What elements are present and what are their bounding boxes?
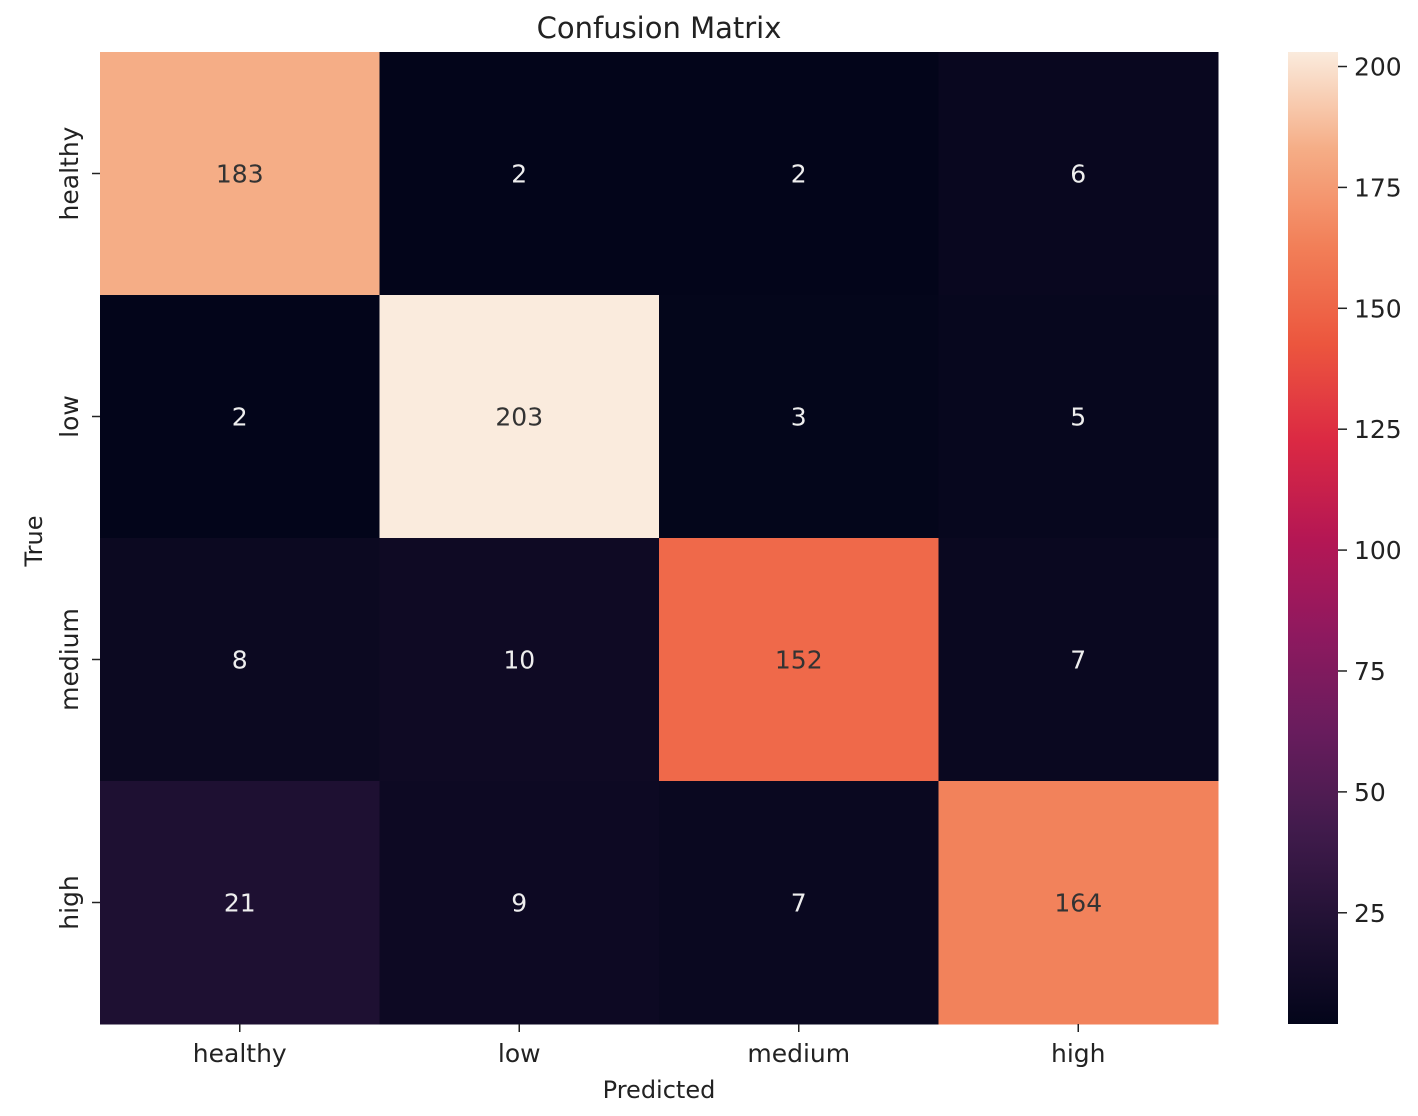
- colorbar: 25 50 75 100 125 150 175 200: [1288, 52, 1402, 1024]
- heatmap-cell: [100, 295, 380, 539]
- y-axis-label: True: [20, 516, 48, 568]
- x-axis: healthy low medium high: [193, 1024, 1106, 1068]
- heatmap-grid: 183 2 2 6 2 203 3 5 8 10 152 7 21 9 7 164: [100, 52, 1219, 1025]
- cell-value-label: 7: [1070, 646, 1086, 675]
- cell-value-label: 2: [232, 403, 248, 432]
- y-tick-label: low: [55, 395, 84, 438]
- x-tick-label: low: [498, 1039, 541, 1068]
- cell-value-label: 9: [511, 889, 527, 918]
- x-tick-label: medium: [747, 1039, 850, 1068]
- heatmap-cell: [100, 781, 380, 1025]
- cell-value-label: 8: [232, 646, 248, 675]
- colorbar-tick-label: 75: [1354, 657, 1386, 686]
- cell-value-label: 164: [1054, 889, 1102, 918]
- heatmap-cell: [659, 295, 939, 539]
- heatmap-cell: [938, 52, 1219, 296]
- y-tick-label: healthy: [55, 126, 84, 220]
- heatmap-cell: [938, 781, 1219, 1025]
- heatmap-cell: [100, 538, 380, 782]
- heatmap-cell: [659, 52, 939, 296]
- cell-value-label: 183: [216, 160, 264, 189]
- chart-title: Confusion Matrix: [537, 11, 782, 45]
- cell-value-label: 203: [495, 403, 543, 432]
- heatmap-cell: [379, 781, 660, 1025]
- y-axis: healthy low medium high: [55, 126, 100, 930]
- heatmap-cell: [659, 781, 939, 1025]
- heatmap-cell: [938, 538, 1219, 782]
- colorbar-ticks: 25 50 75 100 125 150 175 200: [1338, 53, 1402, 928]
- cell-value-label: 10: [503, 646, 535, 675]
- colorbar-tick-label: 50: [1354, 778, 1386, 807]
- x-tick-label: healthy: [193, 1039, 287, 1068]
- x-axis-label: Predicted: [603, 1076, 716, 1104]
- heatmap-cell: [100, 52, 380, 296]
- cell-value-label: 21: [224, 889, 256, 918]
- heatmap-cell: [379, 538, 660, 782]
- cell-value-label: 152: [775, 646, 823, 675]
- cell-value-label: 6: [1070, 160, 1086, 189]
- cell-value-label: 3: [791, 403, 807, 432]
- colorbar-tick-label: 100: [1354, 536, 1402, 565]
- heatmap-cell: [379, 295, 660, 539]
- cell-value-label: 5: [1070, 403, 1086, 432]
- colorbar-tick-label: 150: [1354, 294, 1402, 323]
- colorbar-tick-label: 125: [1354, 415, 1402, 444]
- colorbar-gradient: [1288, 52, 1338, 1024]
- colorbar-tick-label: 175: [1354, 173, 1402, 202]
- cell-value-label: 2: [791, 160, 807, 189]
- y-tick-label: high: [55, 875, 84, 930]
- heatmap-cell: [659, 538, 939, 782]
- y-tick-label: medium: [55, 608, 84, 711]
- colorbar-tick-label: 25: [1354, 899, 1386, 928]
- cell-value-label: 7: [791, 889, 807, 918]
- heatmap-cell: [938, 295, 1219, 539]
- heatmap-cell: [379, 52, 660, 296]
- colorbar-tick-label: 200: [1354, 53, 1402, 82]
- cell-value-label: 2: [511, 160, 527, 189]
- x-tick-label: high: [1051, 1039, 1106, 1068]
